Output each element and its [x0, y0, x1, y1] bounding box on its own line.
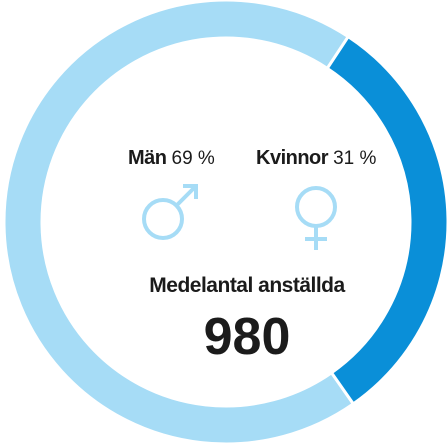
- donut-segment: [2, 0, 356, 444]
- female-symbol: [295, 186, 337, 250]
- legend-name: Kvinnor: [256, 147, 329, 169]
- legend-entry: Män 69 %: [128, 147, 215, 169]
- male-symbol: [142, 184, 198, 240]
- donut-segment: [325, 34, 447, 406]
- center-label: Medelantal anställda: [149, 274, 345, 297]
- legend-entry: Kvinnor 31 %: [256, 147, 376, 169]
- value-label: 69 %: [172, 148, 215, 169]
- legend-name: Män: [128, 147, 167, 169]
- center-value: 980: [204, 308, 291, 366]
- value-label: 31 %: [333, 148, 376, 169]
